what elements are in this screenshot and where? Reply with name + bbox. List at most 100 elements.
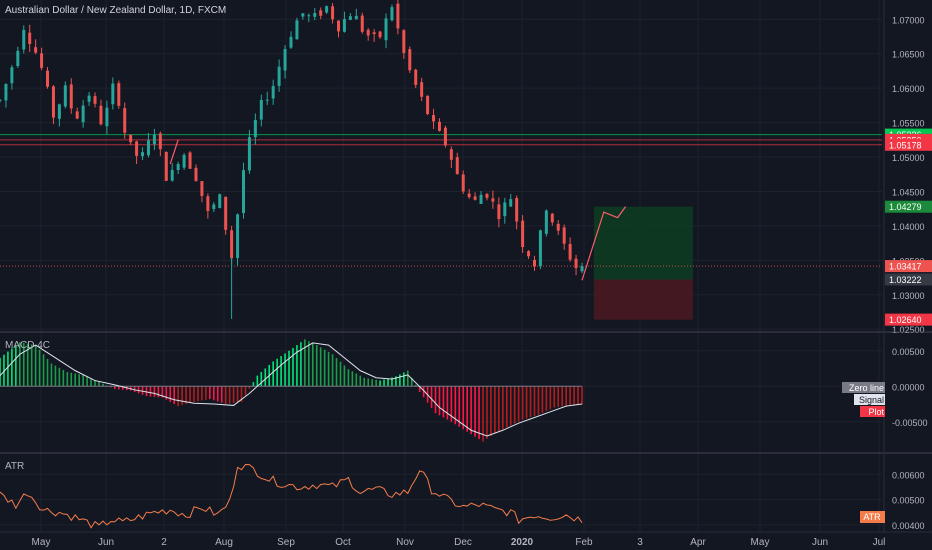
candle-body xyxy=(521,220,525,248)
candle-body xyxy=(40,53,44,68)
macd-bar xyxy=(391,377,393,387)
macd-bar xyxy=(494,386,496,434)
macd-bar xyxy=(311,343,314,387)
candle-body xyxy=(283,48,287,71)
macd-bar xyxy=(513,386,516,424)
macd-bar xyxy=(201,386,203,401)
candle-body xyxy=(556,223,560,231)
candle-body xyxy=(402,30,406,53)
macd-bar xyxy=(533,386,536,416)
macd-bar xyxy=(288,350,290,387)
macd-bar xyxy=(114,386,116,390)
macd-legend-label: Signal xyxy=(859,395,884,405)
candle-body xyxy=(455,157,459,175)
macd-bar xyxy=(62,369,65,387)
x-axis-label: May xyxy=(751,537,770,548)
macd-bar xyxy=(34,345,37,387)
price-level-badge xyxy=(885,313,932,326)
atr-tick-label: 0.00400 xyxy=(892,521,925,531)
macd-bar xyxy=(149,386,152,397)
macd-bar xyxy=(553,386,556,408)
macd-bar xyxy=(521,386,524,420)
macd-bar xyxy=(529,386,532,418)
macd-bar xyxy=(240,386,243,402)
price-tick-label: 1.07000 xyxy=(892,15,925,25)
candle-body xyxy=(443,127,447,146)
candle-body xyxy=(515,198,519,222)
macd-bar xyxy=(498,386,500,432)
macd-bar xyxy=(3,354,5,387)
macd-bar xyxy=(244,386,247,396)
macd-bar xyxy=(228,386,231,404)
macd-bar xyxy=(399,374,401,387)
candle-body xyxy=(212,204,216,210)
macd-bar xyxy=(355,373,358,387)
macd-bar xyxy=(86,376,88,387)
macd-bar xyxy=(22,342,25,387)
price-level-badge xyxy=(885,138,932,151)
macd-bar xyxy=(395,376,397,387)
macd-bar xyxy=(450,386,453,422)
macd-bar xyxy=(541,386,544,413)
macd-bar xyxy=(78,374,80,387)
macd-tick-label: 0.00000 xyxy=(892,382,925,392)
candle-body xyxy=(331,6,335,20)
candle-body xyxy=(69,84,73,109)
candle-body xyxy=(16,50,20,67)
candle-body xyxy=(372,32,376,35)
candle-body xyxy=(420,82,424,97)
macd-bar xyxy=(90,378,92,387)
price-tick-label: 1.04000 xyxy=(892,222,925,232)
candle-body xyxy=(313,13,317,17)
candle-body xyxy=(491,198,495,202)
macd-tick-label: 0.00500 xyxy=(892,347,925,357)
macd-bar xyxy=(565,386,567,406)
candle-body xyxy=(10,67,14,84)
candle-body xyxy=(57,104,61,119)
macd-bar xyxy=(0,357,1,387)
candle-body xyxy=(307,15,311,17)
macd-bar xyxy=(509,386,512,426)
candle-body xyxy=(81,105,85,123)
macd-bar xyxy=(454,386,457,425)
candle-body xyxy=(289,36,293,48)
macd-bar xyxy=(272,361,274,387)
price-level-label: 1.04279 xyxy=(889,202,922,212)
atr-tick-label: 0.00500 xyxy=(892,496,925,506)
macd-bar xyxy=(379,380,381,387)
macd-bar xyxy=(323,349,326,387)
price-level-badge xyxy=(885,200,932,213)
macd-bar xyxy=(26,343,29,387)
macd-bar xyxy=(153,386,156,397)
projection-arrow xyxy=(581,206,627,281)
x-axis-label: Jul xyxy=(873,537,886,548)
candle-body xyxy=(123,108,127,133)
price-tick-label: 1.03000 xyxy=(892,291,925,301)
macd-bar xyxy=(102,383,104,387)
macd-bar xyxy=(387,378,389,387)
macd-bar xyxy=(438,386,441,416)
macd-bar xyxy=(505,386,508,428)
candle-body xyxy=(580,266,584,272)
macd-bar xyxy=(502,386,504,430)
price-level-label: 1.02640 xyxy=(889,315,922,325)
atr-title: ATR xyxy=(5,461,24,472)
macd-bar xyxy=(157,386,160,398)
macd-bar xyxy=(197,386,199,402)
macd-bar xyxy=(42,354,45,387)
x-axis-label: Aug xyxy=(215,537,233,548)
macd-title: MACD 4C xyxy=(5,340,50,351)
macd-bar xyxy=(577,386,579,405)
candle-body xyxy=(461,174,465,192)
x-axis-label: Nov xyxy=(396,537,414,548)
candle-body xyxy=(224,196,228,230)
candle-body xyxy=(34,47,38,53)
candle-body xyxy=(348,16,352,20)
macd-bar xyxy=(470,386,472,435)
macd-bar xyxy=(462,386,465,430)
x-axis-label: Apr xyxy=(690,537,706,548)
candle-body xyxy=(509,199,513,207)
macd-bar xyxy=(434,386,437,414)
candle-body xyxy=(51,86,55,118)
